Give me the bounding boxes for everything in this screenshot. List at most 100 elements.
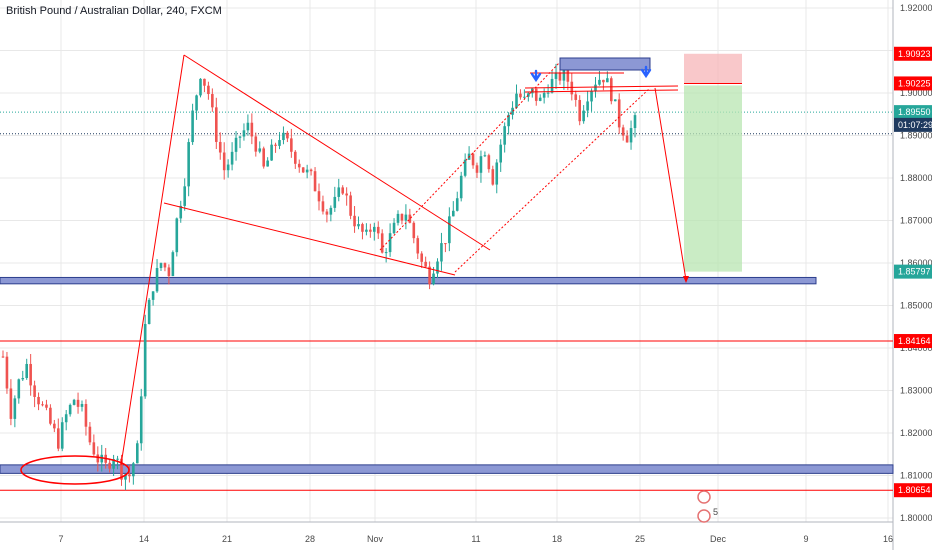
candle-body	[13, 398, 17, 419]
candle-body	[448, 216, 451, 244]
channel-upper-line[interactable]	[379, 61, 561, 251]
candle-body	[602, 79, 605, 83]
candle-body	[420, 253, 423, 262]
candle-body	[151, 291, 155, 300]
candle-body	[159, 263, 163, 269]
candle-body	[487, 155, 491, 170]
candle-body	[297, 163, 301, 168]
chart-title: British Pound / Australian Dollar, 240, …	[6, 5, 222, 17]
candle-body	[471, 153, 475, 166]
wedge-upper-line[interactable]	[183, 54, 491, 251]
candle-body	[187, 142, 190, 187]
candle-body	[112, 459, 115, 469]
candle-body	[120, 458, 123, 480]
down-arrow-icon	[530, 69, 542, 83]
candle-body	[321, 201, 325, 212]
candle-body	[183, 186, 186, 206]
candle-body	[17, 379, 21, 399]
candle-body	[294, 151, 297, 164]
neckline-lower[interactable]	[524, 89, 679, 93]
candle-body	[392, 222, 396, 234]
candle-body	[155, 268, 159, 292]
candle-body	[376, 226, 380, 234]
candle-body	[416, 238, 420, 254]
candle-body	[84, 404, 88, 427]
candle-body	[147, 299, 151, 325]
candle-body	[444, 243, 447, 245]
candle-body	[76, 399, 80, 407]
candle-body	[436, 261, 439, 274]
candle-body	[317, 191, 321, 202]
candle-body	[582, 110, 585, 122]
neckline-upper[interactable]	[524, 85, 679, 89]
candle-body	[49, 407, 52, 424]
stop-loss-box[interactable]	[684, 53, 742, 84]
price-tag-label: 1.90225	[898, 78, 931, 88]
highlight-ellipse[interactable]	[20, 455, 130, 485]
support-zone[interactable]	[0, 464, 894, 474]
price-tick-label: 1.88000	[900, 173, 932, 183]
event-count: 5	[713, 507, 718, 517]
channel-lower-line[interactable]	[454, 87, 651, 273]
candle-body	[211, 94, 214, 108]
candle-body	[527, 93, 530, 97]
candle-body	[404, 214, 408, 221]
candle-body	[455, 198, 459, 211]
candle-body	[459, 175, 463, 199]
candle-body	[9, 388, 13, 419]
candle-body	[558, 72, 562, 81]
candle-body	[108, 462, 111, 469]
candle-body	[242, 130, 246, 137]
price-tick-label: 1.87000	[900, 216, 932, 226]
price-tick-label: 1.86000	[900, 258, 932, 268]
candle-body	[519, 93, 522, 98]
time-tick-label: 16	[883, 534, 893, 544]
price-tick-label: 1.81000	[900, 471, 932, 481]
price-tag-label: 1.85797	[898, 267, 931, 277]
candle-body	[633, 115, 637, 129]
time-tick-label: 11	[471, 534, 480, 544]
candle-body	[175, 218, 179, 253]
candle-body	[290, 138, 293, 152]
candle-body	[278, 140, 281, 146]
candle-body	[21, 378, 25, 380]
candle-body	[341, 187, 344, 194]
support-zone[interactable]	[0, 276, 817, 285]
candle-body	[88, 426, 92, 443]
candle-body	[246, 122, 250, 131]
price-tick-label: 1.92000	[900, 3, 932, 13]
impulse-line[interactable]	[120, 54, 185, 466]
price-tag-label: 1.80654	[898, 485, 931, 495]
candle-body	[499, 144, 502, 163]
candle-body	[428, 266, 431, 285]
candle-body	[215, 107, 218, 142]
projection-line[interactable]	[654, 87, 687, 281]
candle-body	[286, 132, 289, 139]
candle-body	[440, 243, 443, 262]
candle-body	[550, 78, 554, 93]
candle-body	[408, 214, 412, 223]
candle-body	[207, 85, 210, 95]
candle-body	[80, 404, 84, 407]
candle-body	[373, 226, 376, 232]
price-tag	[894, 117, 932, 132]
candle-body	[542, 93, 546, 98]
candle-body	[365, 229, 368, 232]
event-flag-icon[interactable]	[697, 509, 711, 523]
candle-body	[606, 78, 609, 83]
event-flag-icon[interactable]	[697, 490, 711, 504]
arrow-head	[683, 276, 689, 283]
top-resistance-zone[interactable]	[559, 57, 651, 71]
candle-body	[226, 164, 230, 171]
candle-body	[534, 88, 538, 101]
price-tag	[894, 264, 932, 279]
candle-body	[349, 195, 352, 216]
wedge-lower-line[interactable]	[163, 202, 456, 276]
candle-body	[136, 443, 139, 464]
candle-body	[570, 81, 574, 95]
candle-body	[380, 233, 384, 253]
time-tick-label: 14	[139, 534, 149, 544]
take-profit-box[interactable]	[684, 85, 742, 272]
candle-body	[617, 99, 621, 128]
